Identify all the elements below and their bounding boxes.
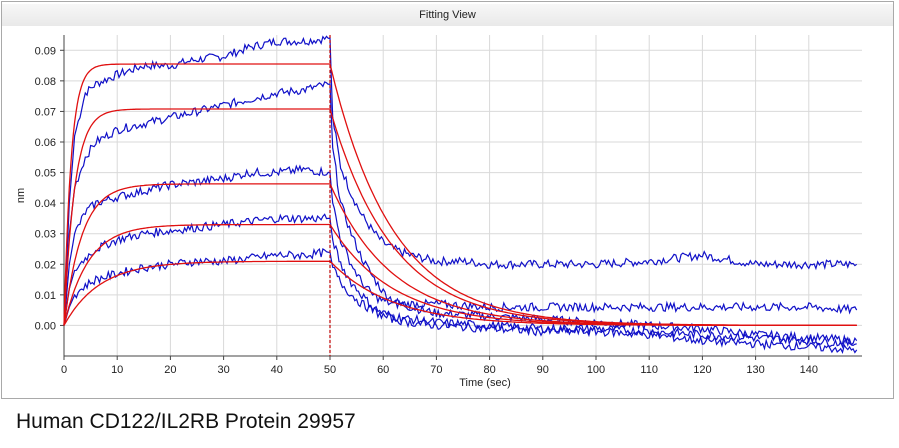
y-tick-label: 0.02 bbox=[35, 259, 56, 271]
x-tick-label: 110 bbox=[640, 364, 658, 376]
y-axis-label: nm bbox=[15, 188, 27, 203]
y-tick-label: 0.04 bbox=[35, 198, 56, 210]
x-tick-label: 70 bbox=[430, 364, 442, 376]
figure-caption: Human CD122/IL2RB Protein 29957 bbox=[16, 410, 356, 433]
measured-series-2 bbox=[63, 81, 858, 346]
x-tick-label: 100 bbox=[587, 364, 605, 376]
y-tick-label: 0.03 bbox=[35, 229, 56, 241]
y-tick-label: 0.07 bbox=[35, 106, 56, 118]
y-tick-label: 0.09 bbox=[35, 45, 56, 57]
x-tick-label: 90 bbox=[537, 364, 549, 376]
x-tick-label: 30 bbox=[217, 364, 229, 376]
label-layer: 0 10 20 30 40 50 60 70 80 90 100 110 120 130 140 0.00 0.… bbox=[15, 45, 818, 389]
fit-curve-5 bbox=[63, 260, 857, 327]
chart-svg: 0 10 20 30 40 50 60 70 80 90 100 110 120 130 140 0.00 0.… bbox=[15, 35, 862, 389]
y-tick-label: 0.01 bbox=[35, 290, 56, 302]
plot-area bbox=[64, 35, 862, 356]
x-tick-label: 60 bbox=[377, 364, 389, 376]
x-tick-label: 120 bbox=[693, 364, 711, 376]
axis-layer bbox=[60, 35, 862, 360]
x-tick-label: 140 bbox=[800, 364, 818, 376]
x-tick-label: 20 bbox=[164, 364, 176, 376]
fit-layer bbox=[63, 63, 857, 327]
y-tick-label: 0.00 bbox=[35, 320, 56, 332]
x-tick-label: 50 bbox=[324, 364, 336, 376]
y-tick-label: 0.05 bbox=[35, 168, 56, 180]
y-tick-label: 0.08 bbox=[35, 76, 56, 88]
grid-layer bbox=[63, 35, 862, 356]
y-tick-label: 0.06 bbox=[35, 137, 56, 149]
x-tick-label: 10 bbox=[111, 364, 123, 376]
x-tick-label: 40 bbox=[271, 364, 283, 376]
x-tick-label: 130 bbox=[746, 364, 764, 376]
x-tick-label: 0 bbox=[61, 364, 67, 376]
x-tick-label: 80 bbox=[483, 364, 495, 376]
panel-title: Fitting View bbox=[2, 4, 893, 26]
x-axis-label: Time (sec) bbox=[459, 377, 511, 389]
measured-series-5 bbox=[63, 247, 858, 355]
measured-series-1 bbox=[63, 35, 858, 326]
